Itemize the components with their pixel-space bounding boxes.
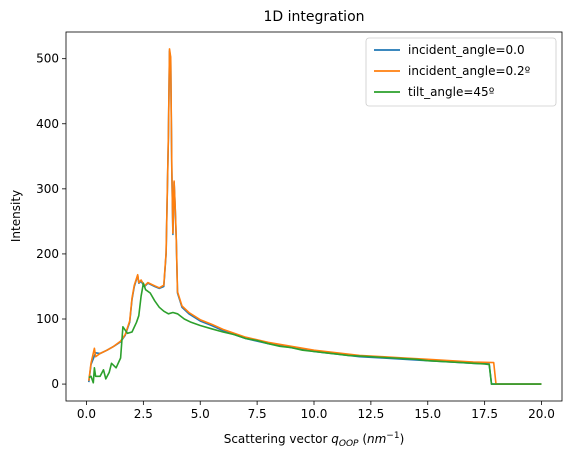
series-line-2 <box>88 282 542 385</box>
y-tick-label: 400 <box>36 117 59 131</box>
x-axis-title-unit-base: nm <box>367 432 386 446</box>
x-axis-title-unit-open: ( <box>359 432 368 446</box>
x-tick-label: 15.0 <box>414 407 441 421</box>
x-axis: 0.0 2.5 5.0 7.5 10.0 12.5 15.0 17.5 20.0 <box>77 401 555 421</box>
x-axis-title-sub: OOP <box>339 439 359 449</box>
y-axis-title: Intensity <box>9 190 23 242</box>
y-tick-label: 100 <box>36 312 59 326</box>
y-axis: 0 100 200 300 400 500 <box>36 52 66 391</box>
x-tick-label: 7.5 <box>248 407 267 421</box>
plot-area <box>88 48 542 385</box>
x-tick-label: 2.5 <box>134 407 153 421</box>
y-tick-label: 500 <box>36 52 59 66</box>
y-tick-label: 0 <box>51 377 59 391</box>
x-tick-label: 12.5 <box>358 407 385 421</box>
y-tick-label: 200 <box>36 247 59 261</box>
x-axis-title: Scattering vector qOOP (nm−1) <box>224 431 405 449</box>
x-axis-title-var: q <box>331 432 339 446</box>
x-axis-title-unit-close: ) <box>400 432 405 446</box>
y-tick-label: 300 <box>36 182 59 196</box>
x-axis-title-prefix: Scattering vector <box>224 432 332 446</box>
x-tick-label: 0.0 <box>77 407 96 421</box>
x-axis-title-unit-exp: −1 <box>386 431 399 441</box>
legend-label-0: incident_angle=0.0 <box>408 43 525 57</box>
legend-label-2: tilt_angle=45º <box>408 85 495 99</box>
x-tick-label: 5.0 <box>191 407 210 421</box>
legend: incident_angle=0.0 incident_angle=0.2ºtil… <box>365 37 557 107</box>
x-tick-label: 20.0 <box>528 407 555 421</box>
x-tick-label: 10.0 <box>301 407 328 421</box>
chart-title: 1D integration <box>263 9 364 25</box>
legend-label-1: incident_angle=0.2º <box>408 64 531 78</box>
x-tick-label: 17.5 <box>471 407 498 421</box>
legend-box <box>365 37 557 107</box>
